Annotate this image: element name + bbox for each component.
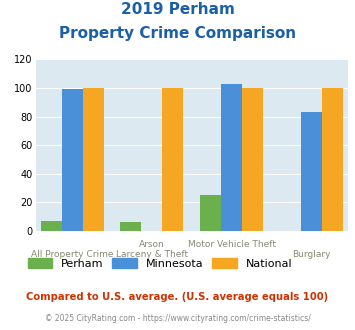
Bar <box>200 195 221 231</box>
Bar <box>162 88 183 231</box>
Text: Motor Vehicle Theft: Motor Vehicle Theft <box>187 240 275 248</box>
Bar <box>120 222 141 231</box>
Text: Burglary: Burglary <box>292 249 331 259</box>
Bar <box>242 88 263 231</box>
Text: 2019 Perham: 2019 Perham <box>121 2 234 16</box>
Bar <box>301 112 322 231</box>
Bar <box>41 221 62 231</box>
Text: Larceny & Theft: Larceny & Theft <box>116 249 188 259</box>
Bar <box>221 84 242 231</box>
Text: Arson: Arson <box>139 240 165 248</box>
Text: Property Crime Comparison: Property Crime Comparison <box>59 26 296 41</box>
Text: © 2025 CityRating.com - https://www.cityrating.com/crime-statistics/: © 2025 CityRating.com - https://www.city… <box>45 314 310 323</box>
Text: Compared to U.S. average. (U.S. average equals 100): Compared to U.S. average. (U.S. average … <box>26 292 329 302</box>
Bar <box>62 89 83 231</box>
Legend: Perham, Minnesota, National: Perham, Minnesota, National <box>23 254 297 273</box>
Bar <box>83 88 104 231</box>
Text: All Property Crime: All Property Crime <box>31 249 114 259</box>
Bar <box>322 88 343 231</box>
